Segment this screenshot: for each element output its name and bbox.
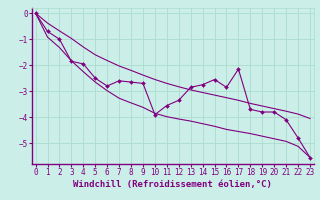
- X-axis label: Windchill (Refroidissement éolien,°C): Windchill (Refroidissement éolien,°C): [73, 180, 272, 189]
